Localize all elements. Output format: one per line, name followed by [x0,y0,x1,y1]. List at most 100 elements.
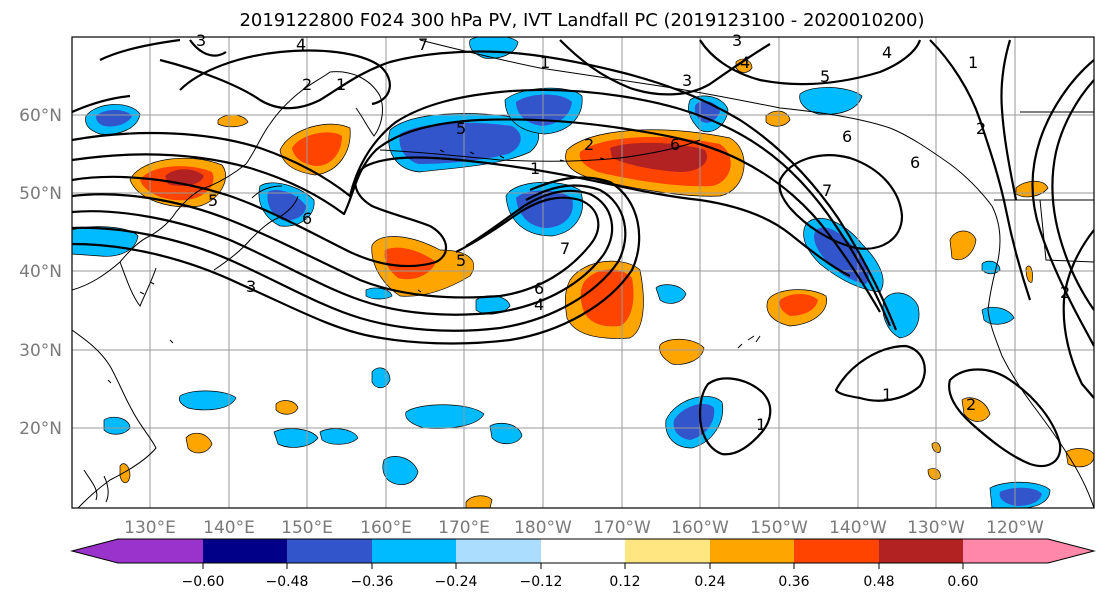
colorbar-segments [72,539,1094,563]
lat-label: 50°N [19,184,62,204]
pv-contour [72,39,227,114]
shading-negative [799,87,863,115]
pv-contour [1051,79,1094,311]
pv-contour [72,118,881,313]
lon-label: 130°E [124,518,176,538]
pv-contour [99,38,181,61]
colorbar-segment [541,539,625,563]
pv-contour [72,193,600,299]
contour-label: 7 [560,239,570,258]
shading-negative [319,428,359,445]
contour-label: 2 [302,75,312,94]
colorbar-segment [879,539,963,563]
pv-contour [72,189,614,316]
pv-contour [72,184,627,332]
colorbar-segment [794,539,879,563]
pv-contour [159,50,898,331]
colorbar-tick-label: 0.24 [694,574,725,590]
lon-label: 160°E [360,518,412,538]
contour-label: 1 [336,75,346,94]
shading-positive [185,432,213,454]
colorbar-segment [456,539,541,563]
contour-label: 3 [246,277,256,296]
colorbar-tick-label: −0.24 [435,574,478,590]
shading-negative-core [516,190,573,228]
coastline-alaska [419,39,993,207]
pv-contour [834,344,926,402]
colorbar-segment [710,539,794,563]
shading-negative-core [516,94,572,126]
colorbar-tick-label: −0.60 [182,574,225,590]
contour-label: 2 [966,395,976,414]
coastline-bc [987,205,1094,508]
shading-negative [382,456,419,486]
colorbar-tick-label: 0.60 [947,574,978,590]
pv-contour [778,154,904,250]
shading-positive-core [779,294,818,316]
contour-label: 6 [670,135,680,154]
lon-label: 160°W [671,518,729,538]
shading-negative-core [267,189,306,221]
colorbar-segment [118,539,203,563]
contour-label: 3 [196,31,206,50]
pv-contour [1031,59,1094,347]
figure-title: 2019122800 F024 300 hPa PV, IVT Landfall… [239,10,924,31]
contour-label: 2 [976,119,986,138]
lat-label: 20°N [19,419,62,439]
contour-label: 5 [456,251,466,270]
shading-negative [655,284,687,304]
contour-label: 5 [208,191,218,210]
shading-positive [275,400,299,415]
coastline-aleutians [379,139,701,162]
shading-positive [961,397,991,422]
shading-positive [659,339,705,365]
lat-label: 30°N [19,341,62,361]
pv-contour [698,377,772,456]
contour-labels: 3 4 2 1 5 7 1 5 3 4 5 6 1 2 3 6 7 5 4 6 … [196,31,1070,434]
contour-label: 3 [682,71,692,90]
colorbar-segment [203,539,287,563]
contour-label: 1 [540,53,550,72]
pv-contour [1062,229,1094,399]
shading-positive [949,230,977,261]
shading-negative [72,226,139,257]
lat-label: 60°N [19,106,62,126]
coastline-korea [119,261,157,307]
lon-label: 140°W [829,518,887,538]
colorbar-outline [70,538,1096,564]
pv-contour [179,49,391,106]
contour-label: 1 [882,385,892,404]
contour-label: 7 [418,35,428,54]
contour-label: 4 [296,35,306,54]
colorbar-tick-label: −0.48 [266,574,309,590]
shading-positive-core [292,132,342,166]
coastline-hawaii [737,335,761,349]
contour-label: 5 [820,67,830,86]
border-us-canada [994,111,1094,263]
colorbar-segment [287,539,372,563]
shading-positive-core [610,142,708,172]
contour-label: 6 [534,279,544,298]
contour-label: 6 [910,153,920,172]
contour-label: 4 [882,43,892,62]
colorbar-tick-label: 0.12 [609,574,640,590]
shading-negative-core [999,487,1042,506]
contour-label: 1 [968,53,978,72]
latitude-labels: 60°N 50°N 40°N 30°N 20°N [19,106,62,439]
contour-label: 4 [534,295,544,314]
shading-negative-core [96,110,132,127]
colorbar-tick-label: 0.36 [778,574,809,590]
lon-label: 150°W [750,518,808,538]
longitude-labels: 130°E 140°E 150°E 160°E 170°E 180°W 170°… [124,518,1044,538]
lon-label: 130°W [907,518,965,538]
lon-label: 170°E [438,518,490,538]
map-frame [71,36,1095,509]
colorbar-tick-label: −0.36 [351,574,394,590]
colorbar: −0.60 −0.48 −0.36 −0.24 −0.12 0.12 0.24 … [70,538,1096,590]
contour-label: 1 [756,415,766,434]
colorbar-tick-label: −0.12 [520,574,563,590]
lon-label: 150°E [281,518,333,538]
shading-positive [927,468,941,480]
colorbar-extend-low [72,539,118,563]
